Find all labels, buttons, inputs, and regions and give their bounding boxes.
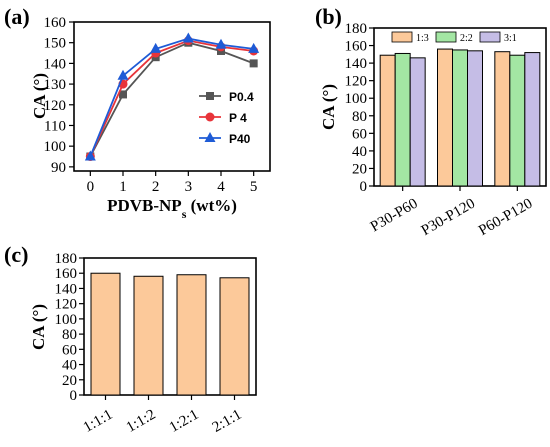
chart-b-ytick-label: 60 <box>352 126 367 142</box>
chart-a-ytick-label: 150 <box>44 36 67 52</box>
chart-a-ytick-label: 140 <box>44 56 67 72</box>
chart-b-bar <box>379 54 396 187</box>
chart-a-legend-label: P 4 <box>229 111 247 125</box>
chart-a-ytick-label: 100 <box>44 139 67 155</box>
chart-b-bar <box>509 54 526 187</box>
chart-c-xtick-label: 1:1:1 <box>81 407 116 436</box>
chart-a-xlabel-sub: s <box>182 207 187 221</box>
chart-c-ytick-label: 80 <box>62 327 77 343</box>
chart-a-xlabel-unit: (wt%) <box>186 196 237 215</box>
chart-b-bar <box>467 50 483 187</box>
chart-c-ylabel: CA (°) <box>29 304 48 350</box>
chart-a-ytick-label: 130 <box>44 77 67 93</box>
chart-b-xtick-label: P30-P120 <box>419 196 478 239</box>
chart-c-ytick-label: 60 <box>62 342 77 358</box>
chart-a-xtick-label: 0 <box>87 179 95 195</box>
chart-a-legend-marker <box>206 92 214 100</box>
chart-c-ytick-label: 40 <box>62 358 77 374</box>
chart-b-ytick-label: 160 <box>345 39 368 55</box>
chart-a-xtick-label: 5 <box>250 179 258 195</box>
chart-b-bar <box>524 52 541 187</box>
chart-c-ytick-label: 160 <box>55 266 78 282</box>
chart-a-legend-label: P0.4 <box>229 90 254 104</box>
chart-b-ytick-label: 100 <box>345 91 368 107</box>
chart-b-bar <box>494 51 511 187</box>
chart-b-ytick-label: 80 <box>352 109 367 125</box>
chart-b-bar <box>452 49 468 187</box>
chart-c-bar <box>176 274 207 396</box>
chart-a-series-line <box>89 39 254 157</box>
chart-b-legend-swatch <box>435 31 457 43</box>
chart-a-legend-label: P40 <box>229 132 251 146</box>
panel-label-b: (b) <box>315 4 342 29</box>
chart-a-xtick-label: 2 <box>152 179 160 195</box>
chart-a: CA (°) PDVB-NPs (wt%) 901001101201301401… <box>30 15 271 221</box>
chart-a-xtick-label: 3 <box>185 179 193 195</box>
chart-a-xlabel-main: PDVB-NP <box>107 196 182 215</box>
chart-b-legend-swatch <box>391 31 413 43</box>
chart-b-ytick-label: 0 <box>360 179 368 195</box>
chart-c-bar <box>133 275 164 396</box>
chart-a-ylabel: CA (°) <box>30 73 49 119</box>
chart-a-frame <box>73 21 271 172</box>
chart-b-ytick-label: 20 <box>352 161 367 177</box>
chart-a-legend-marker <box>205 112 215 122</box>
chart-b-ytick-label: 140 <box>345 56 368 72</box>
chart-a-series-line <box>89 41 254 157</box>
chart-c-ytick-label: 0 <box>70 388 78 404</box>
chart-c-ytick-label: 140 <box>55 281 78 297</box>
chart-a-xlabel: PDVB-NPs (wt%) <box>107 196 237 221</box>
chart-b-xtick-label: P60-P120 <box>476 196 535 239</box>
chart-b-ytick-label: 180 <box>345 21 368 37</box>
chart-b-legend-label: 2:2 <box>460 33 473 44</box>
chart-b-ytick-label: 120 <box>345 74 368 90</box>
chart-b-ytick-label: 40 <box>352 144 367 160</box>
panel-label-c: (c) <box>4 242 28 267</box>
chart-c-bar <box>90 272 121 396</box>
chart-c-frame <box>83 257 257 396</box>
chart-b-bar <box>437 48 453 187</box>
chart-c-xtick-label: 2:1:1 <box>210 407 245 436</box>
chart-c-xtick-label: 1:1:2 <box>124 407 159 436</box>
chart-c-xtick-label: 1:2:1 <box>167 407 202 436</box>
chart-c-ytick-label: 100 <box>55 312 78 328</box>
chart-b-bar <box>409 57 426 187</box>
chart-b-legend-swatch <box>479 31 501 43</box>
chart-a-legend-marker <box>204 132 216 142</box>
chart-c-bar <box>219 277 250 396</box>
chart-c-ytick-label: 180 <box>55 251 78 267</box>
chart-a-xtick-label: 4 <box>217 179 225 195</box>
chart-a-xtick-label: 1 <box>119 179 127 195</box>
chart-c-ytick-label: 120 <box>55 297 78 313</box>
chart-b-legend-label: 1:3 <box>416 33 429 44</box>
chart-b-xtick-label: P30-P60 <box>368 196 421 236</box>
chart-a-ytick-label: 90 <box>51 160 66 176</box>
panel-label-a: (a) <box>4 4 30 29</box>
chart-a-ytick-label: 160 <box>44 15 67 31</box>
chart-b-bar <box>394 52 411 187</box>
chart-b-legend-label: 3:1 <box>504 33 517 44</box>
chart-b-ylabel: CA (°) <box>319 84 338 130</box>
chart-a-ytick-label: 120 <box>44 98 67 114</box>
chart-a-series-line <box>89 37 254 157</box>
chart-a-ytick-label: 110 <box>44 118 66 134</box>
chart-c-ytick-label: 20 <box>62 373 77 389</box>
